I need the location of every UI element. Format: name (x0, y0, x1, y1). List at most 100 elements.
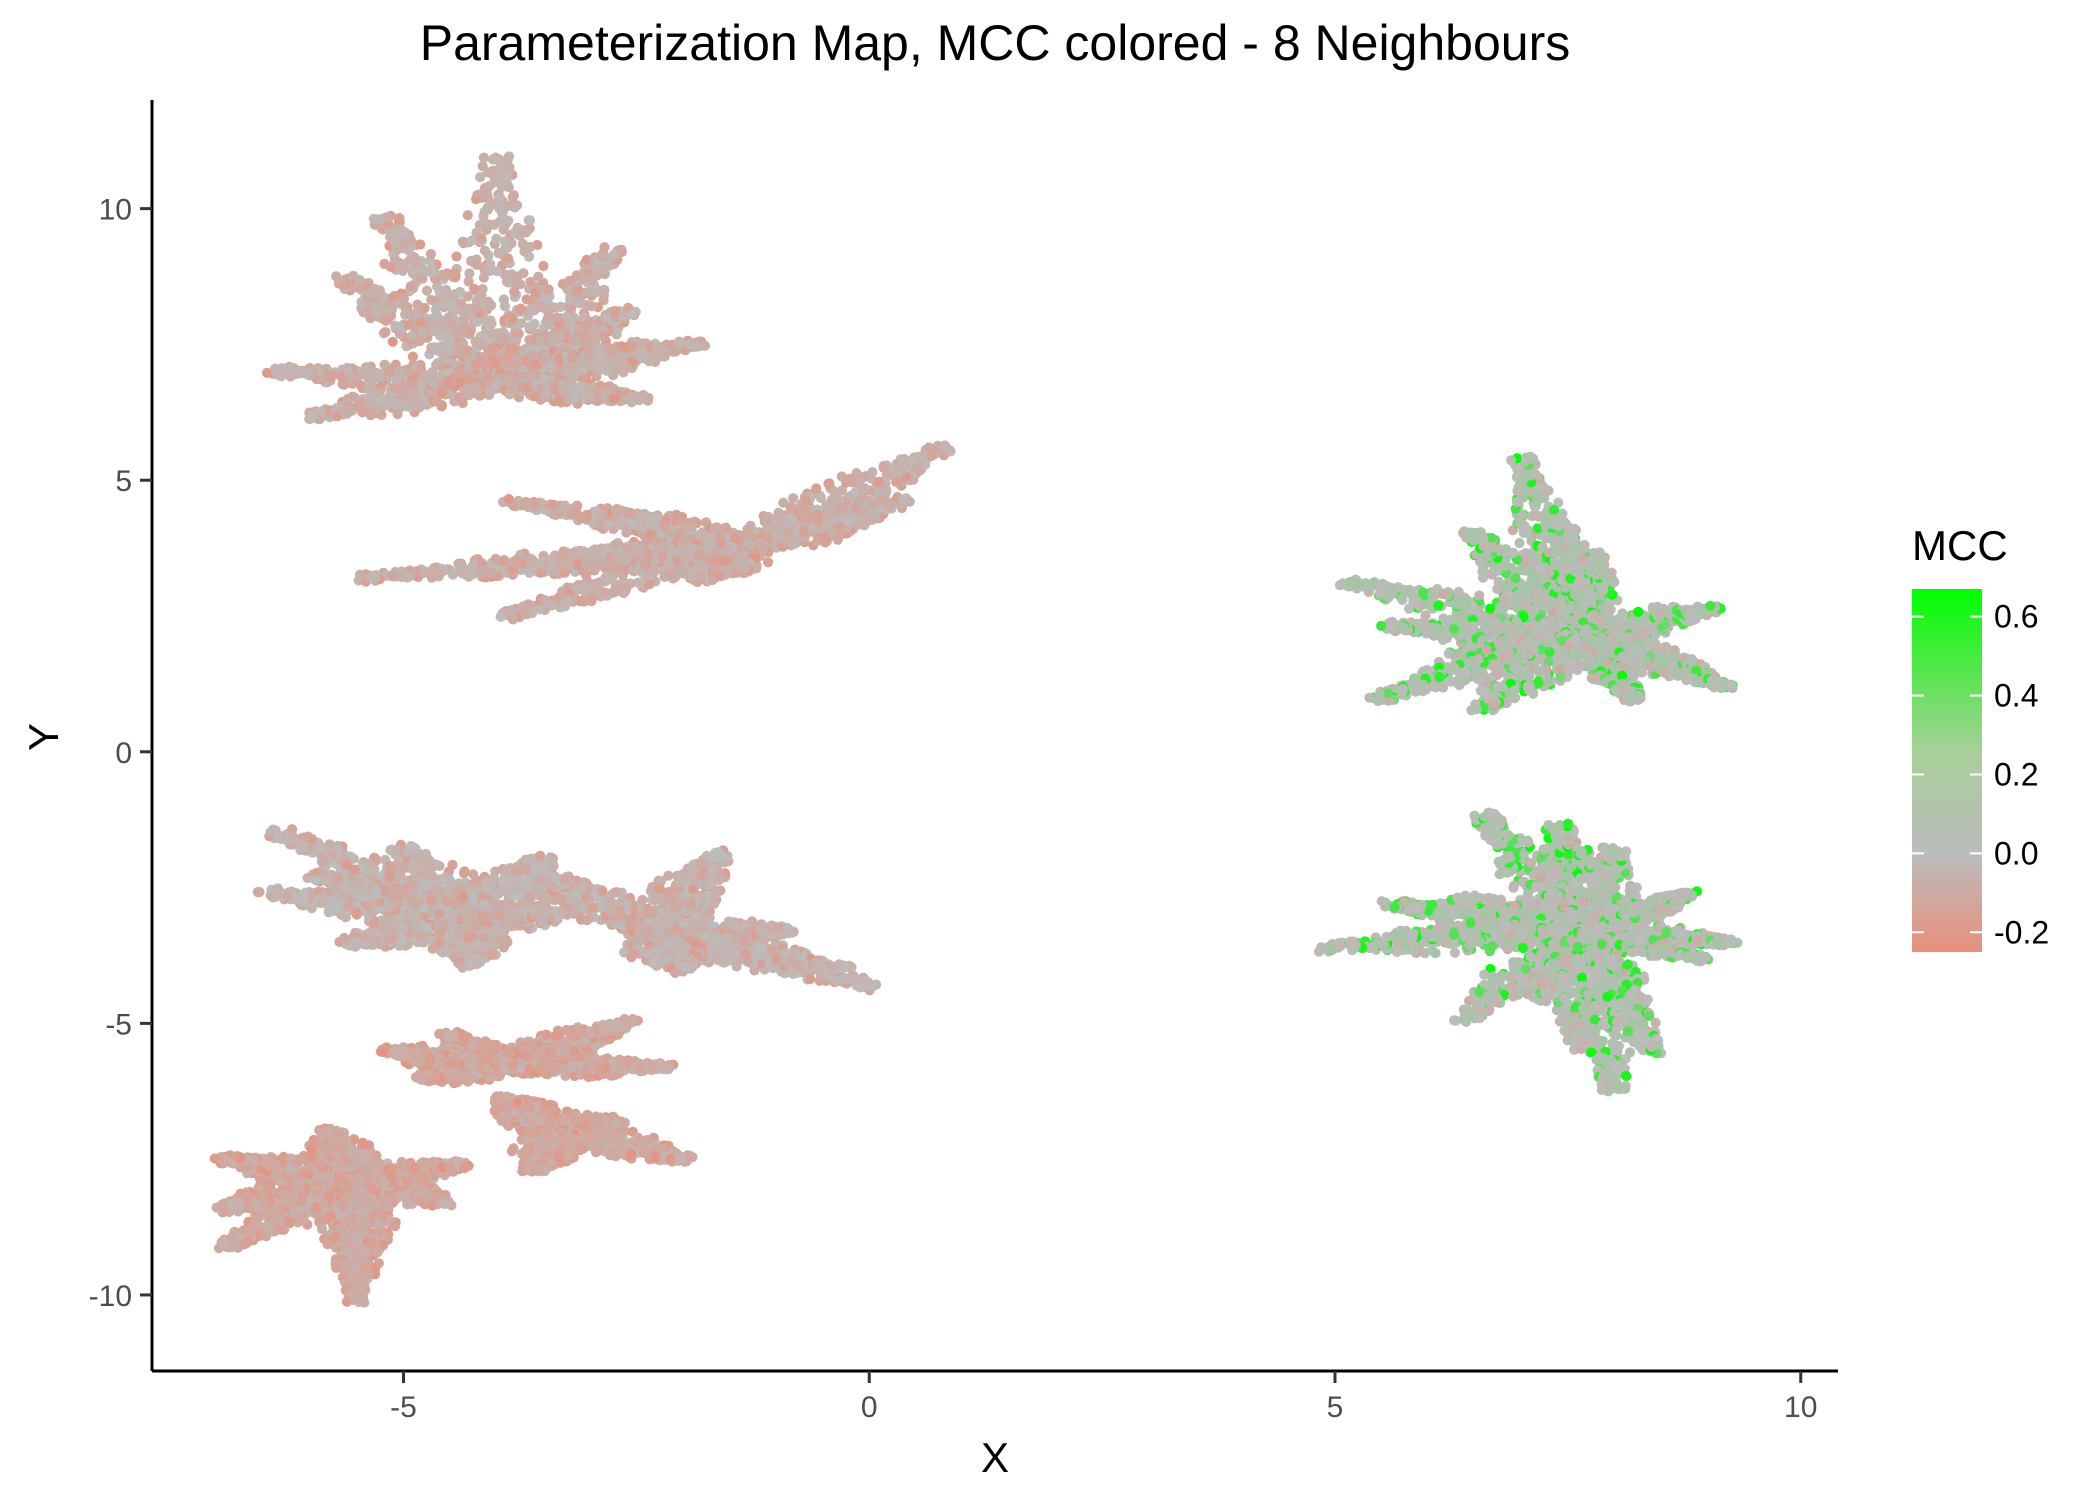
data-point (524, 321, 536, 332)
data-point (643, 548, 654, 560)
data-point (539, 559, 550, 570)
data-point (354, 274, 365, 286)
data-point (494, 192, 505, 203)
data-point (614, 519, 625, 531)
data-point (538, 260, 549, 272)
data-point (503, 215, 514, 226)
data-point (341, 859, 352, 870)
data-point (560, 597, 571, 608)
data-point (455, 287, 466, 298)
data-point (525, 276, 536, 287)
data-point (501, 351, 512, 362)
data-point (507, 192, 518, 203)
data-point (446, 301, 457, 312)
data-point (498, 333, 509, 344)
data-points (209, 151, 1743, 1308)
data-point (405, 281, 416, 292)
data-point (835, 503, 847, 514)
data-point (479, 245, 491, 256)
data-point (546, 499, 558, 510)
data-point (462, 210, 473, 221)
data-point (478, 152, 489, 163)
data-point (457, 236, 468, 247)
data-point (515, 303, 526, 314)
data-point (503, 276, 514, 287)
data-point (923, 442, 935, 453)
data-point (584, 345, 595, 356)
data-point (412, 396, 423, 407)
data-point (552, 312, 563, 323)
chart-title: Parameterization Map, MCC colored - 8 Ne… (420, 15, 1571, 71)
data-point (426, 294, 437, 305)
data-point (381, 212, 393, 223)
data-point (345, 278, 356, 289)
data-point (390, 320, 401, 331)
data-point (287, 830, 298, 841)
data-point (608, 562, 619, 574)
data-point (306, 411, 317, 422)
data-point (796, 504, 808, 515)
data-point (386, 570, 397, 582)
data-point (399, 299, 410, 310)
data-point (521, 227, 532, 238)
data-point (470, 336, 481, 347)
data-point (451, 251, 462, 262)
data-point (503, 494, 514, 505)
data-point (449, 268, 460, 279)
data-point (490, 165, 502, 176)
data-point (572, 559, 583, 570)
data-point (582, 300, 593, 311)
data-point (393, 215, 405, 226)
data-point (414, 317, 426, 328)
data-point (500, 236, 511, 247)
data-point (472, 294, 483, 305)
data-point (485, 259, 496, 270)
data-point (594, 509, 605, 520)
data-point (470, 359, 481, 370)
data-point (913, 453, 924, 464)
data-point (394, 366, 406, 377)
data-point (777, 541, 789, 552)
data-point (472, 316, 483, 327)
data-point (433, 320, 444, 331)
data-point (333, 276, 344, 287)
data-point (357, 407, 368, 418)
data-point (491, 357, 502, 368)
data-point (627, 309, 638, 320)
data-point (636, 518, 647, 529)
data-point (425, 248, 436, 260)
data-point (435, 330, 446, 341)
data-point (649, 520, 660, 531)
data-point (469, 302, 480, 314)
data-point (383, 366, 394, 377)
data-point (782, 516, 794, 527)
data-point (605, 552, 616, 563)
data-point (388, 398, 400, 409)
data-point (512, 222, 523, 233)
data-point (270, 363, 281, 374)
data-point (530, 288, 541, 299)
data-point (478, 211, 489, 222)
data-point (696, 529, 707, 540)
data-point (462, 345, 474, 356)
data-point (495, 611, 506, 622)
data-point (609, 307, 621, 318)
data-point (378, 328, 390, 339)
data-point (586, 593, 598, 604)
data-point (409, 252, 420, 263)
data-point (904, 496, 915, 507)
data-point (739, 563, 751, 574)
data-point (404, 309, 415, 320)
data-point (418, 568, 429, 579)
data-point (396, 571, 407, 583)
data-point (444, 336, 455, 348)
data-point (607, 346, 618, 357)
data-point (785, 534, 796, 545)
data-point (478, 272, 489, 283)
data-point (482, 377, 494, 388)
data-point (709, 523, 720, 534)
data-point (691, 340, 702, 351)
data-point (483, 296, 494, 307)
data-point (657, 552, 668, 563)
